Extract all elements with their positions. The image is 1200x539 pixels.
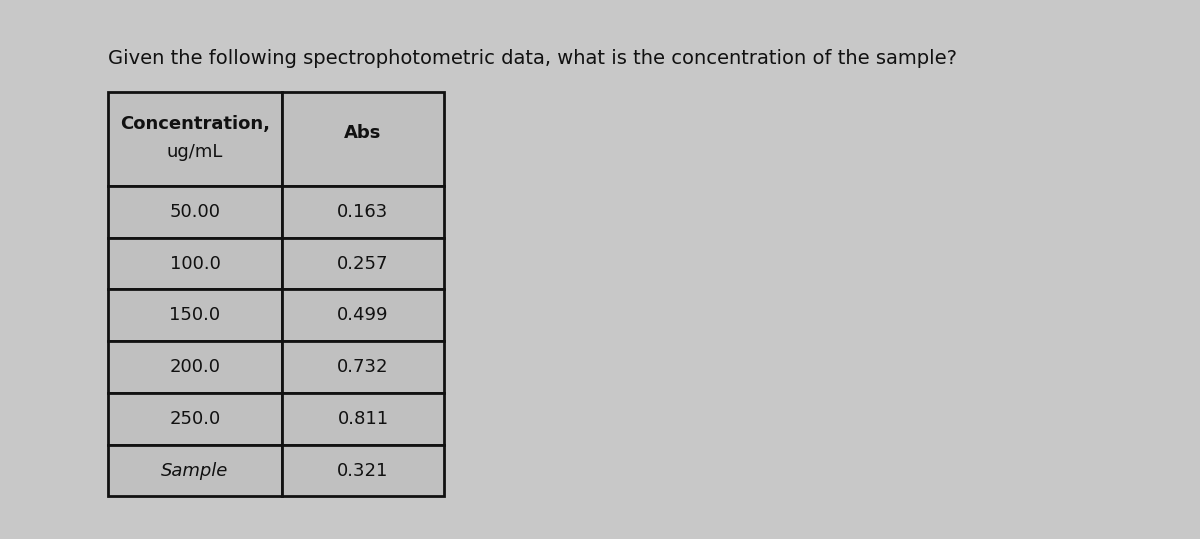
Text: 250.0: 250.0 — [169, 410, 221, 428]
Text: 0.732: 0.732 — [337, 358, 389, 376]
Text: Given the following spectrophotometric data, what is the concentration of the sa: Given the following spectrophotometric d… — [108, 49, 958, 67]
Text: 0.811: 0.811 — [337, 410, 389, 428]
Text: Abs: Abs — [344, 125, 382, 142]
Text: 150.0: 150.0 — [169, 306, 221, 324]
Text: 0.163: 0.163 — [337, 203, 389, 221]
Text: 50.00: 50.00 — [169, 203, 221, 221]
Text: Sample: Sample — [161, 461, 229, 480]
Text: Concentration,: Concentration, — [120, 115, 270, 133]
Text: 200.0: 200.0 — [169, 358, 221, 376]
Text: 0.321: 0.321 — [337, 461, 389, 480]
Text: 100.0: 100.0 — [169, 254, 221, 273]
Text: ug/mL: ug/mL — [167, 143, 223, 161]
Text: 0.499: 0.499 — [337, 306, 389, 324]
Text: 0.257: 0.257 — [337, 254, 389, 273]
